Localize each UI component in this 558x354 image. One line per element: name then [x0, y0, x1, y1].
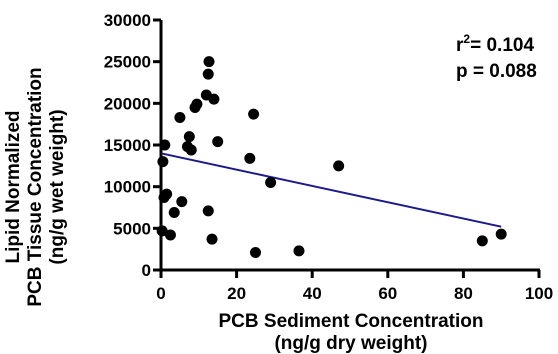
axes: 0 5000 10000 15000 20000 25000 30000 0 20 40 60 80 1… [104, 11, 553, 303]
data-point [476, 235, 488, 247]
data-point [164, 229, 176, 241]
y-axis-title-line-2: PCB Tissue Concentration [25, 67, 46, 306]
data-point [212, 136, 224, 148]
data-point [176, 196, 188, 208]
data-point [161, 188, 173, 200]
y-tick-label: 20000 [104, 94, 151, 113]
data-points [156, 56, 507, 258]
data-point [156, 225, 168, 237]
x-tick-label: 20 [227, 284, 246, 303]
y-axis-title-line-1: Lipid Normalized [3, 110, 24, 263]
data-point [157, 156, 169, 168]
y-axis-title: Lipid Normalized PCB Tissue Concentratio… [3, 67, 68, 306]
data-point [202, 68, 214, 80]
regression-group [160, 152, 502, 228]
data-point [250, 247, 261, 258]
x-tick-label: 80 [454, 284, 473, 303]
y-axis-title-line-3: (ng/g wet weight) [47, 109, 68, 264]
y-tick-label: 5000 [113, 219, 151, 238]
y-tick-label: 25000 [104, 53, 151, 72]
y-tick-label: 10000 [104, 178, 151, 197]
regression-line [160, 152, 502, 228]
data-point [202, 205, 214, 217]
x-axis-title-line-2: (ng/g dry weight) [274, 333, 427, 354]
data-point [248, 108, 260, 120]
data-point [333, 160, 345, 172]
data-point [293, 245, 305, 257]
y-tick-label: 30000 [104, 11, 151, 30]
data-point [495, 228, 507, 240]
y-tick-label: 0 [142, 261, 151, 280]
p-value-label: p = 0.088 [456, 61, 537, 82]
x-tick-label: 60 [378, 284, 397, 303]
data-point [168, 207, 180, 218]
r-squared-label: r2= 0.104 [456, 32, 534, 56]
x-axis-title-line-1: PCB Sediment Concentration [219, 311, 484, 332]
data-point [244, 152, 256, 164]
r-squared-prefix: r [456, 35, 464, 56]
data-point [159, 139, 171, 151]
data-point [265, 177, 277, 188]
x-tick-label: 100 [525, 284, 553, 303]
data-point [191, 98, 203, 110]
x-tick-label: 0 [156, 284, 165, 303]
data-point [208, 93, 220, 105]
x-tick-label: 40 [303, 284, 322, 303]
y-tick-label: 15000 [104, 136, 151, 155]
data-point [206, 233, 218, 245]
data-point [183, 131, 195, 143]
r-squared-superscript: 2 [463, 32, 470, 46]
data-point [185, 144, 197, 156]
r-squared-value: = 0.104 [470, 35, 534, 56]
data-point [203, 56, 215, 68]
data-point [174, 112, 186, 123]
